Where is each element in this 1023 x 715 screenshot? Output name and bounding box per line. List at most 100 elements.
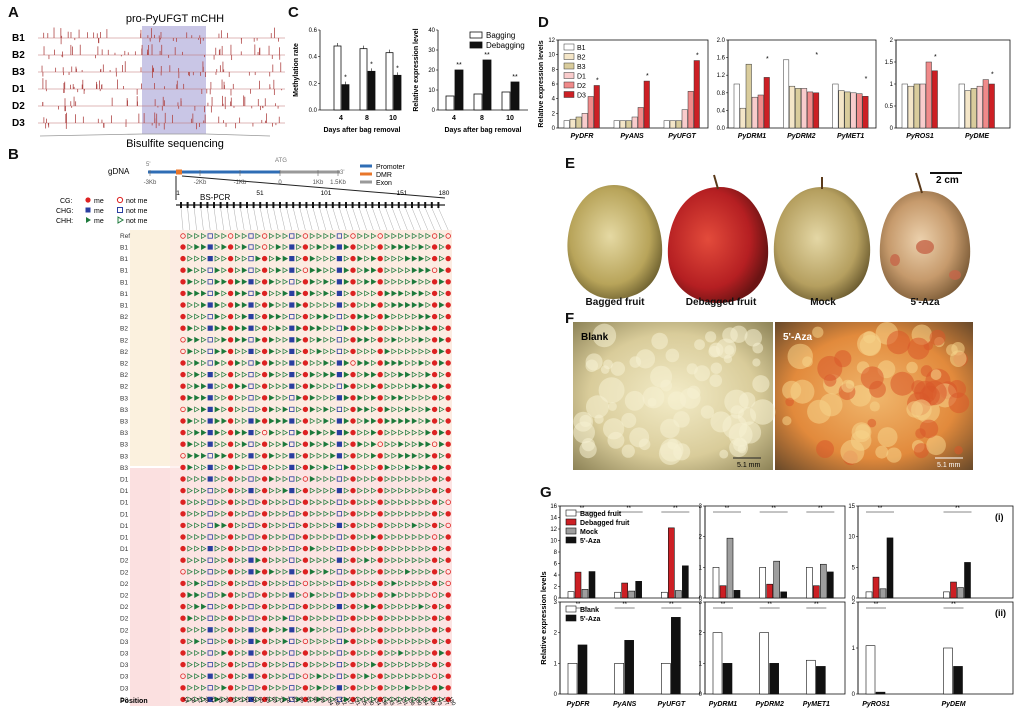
chg-site xyxy=(248,418,254,424)
cg-site xyxy=(227,534,234,540)
chh-site xyxy=(214,545,221,552)
chh-site xyxy=(330,348,336,355)
g-bar xyxy=(950,581,957,599)
chh-site xyxy=(275,499,282,506)
chg-site xyxy=(248,313,254,320)
position-value: 78 xyxy=(283,696,291,704)
chh-site xyxy=(221,233,227,239)
chh-site xyxy=(255,592,261,598)
y-tick-label: 0 xyxy=(432,108,436,114)
chh-site xyxy=(357,638,363,645)
cg-site xyxy=(431,534,438,540)
sample-row-label: D3 xyxy=(120,662,129,669)
cg-site xyxy=(377,244,383,250)
g-bar xyxy=(719,585,727,599)
g-tag: (i) xyxy=(995,512,1004,522)
cg-site xyxy=(302,487,309,494)
chg-site xyxy=(336,499,343,505)
chg-site xyxy=(207,395,213,401)
chh-site xyxy=(282,487,289,494)
chh-site xyxy=(439,510,445,517)
chg-site xyxy=(207,453,213,459)
chh-site xyxy=(391,499,397,506)
position-value: 43 xyxy=(229,696,237,704)
chh-site xyxy=(439,673,445,680)
chh-site xyxy=(371,626,377,633)
chh-site xyxy=(391,661,397,668)
chh-site xyxy=(241,302,248,308)
d-bar xyxy=(982,79,989,129)
chh-site xyxy=(398,638,404,645)
d-legend-swatch xyxy=(563,72,575,79)
chh-site xyxy=(411,325,418,332)
chh-site xyxy=(194,313,200,320)
chh-site xyxy=(405,592,411,598)
chh-site xyxy=(214,244,221,250)
chh-site xyxy=(269,452,275,459)
cg-site xyxy=(180,279,186,285)
chh-site xyxy=(201,278,207,285)
chh-site xyxy=(343,360,350,366)
chh-site xyxy=(323,348,329,355)
chh-site xyxy=(418,545,425,552)
chg-site xyxy=(336,325,343,331)
chh-site xyxy=(398,510,404,517)
chh-site xyxy=(323,371,329,378)
chh-site xyxy=(357,267,363,274)
chh-site xyxy=(235,325,241,332)
d-bar xyxy=(832,83,839,129)
cg-site xyxy=(180,233,186,239)
c-left-bar xyxy=(367,70,376,111)
chh-site xyxy=(187,464,193,471)
chh-site xyxy=(194,626,200,633)
chh-site xyxy=(269,464,275,471)
chg-site xyxy=(289,256,295,262)
g-legend-swatch xyxy=(565,536,577,544)
chh-site xyxy=(214,603,221,610)
g-sig: ** xyxy=(721,602,726,608)
chh-site xyxy=(411,313,418,320)
d-bar xyxy=(687,91,694,129)
cg-site xyxy=(302,650,309,656)
chh-site xyxy=(269,255,275,262)
chh-site xyxy=(194,255,200,262)
chh-site xyxy=(296,476,302,482)
chh-site xyxy=(330,545,336,552)
chh-site xyxy=(398,278,404,285)
chh-site xyxy=(384,406,391,413)
d-bar xyxy=(931,70,938,129)
chh-site xyxy=(201,568,207,575)
chh-site xyxy=(255,302,261,308)
y-tick-label: 2 xyxy=(554,585,558,591)
cg-site xyxy=(302,244,309,250)
g-bar xyxy=(773,560,780,599)
chh-site xyxy=(187,626,193,633)
chh-site xyxy=(255,418,261,424)
d-bar xyxy=(563,120,570,129)
chg-site xyxy=(248,662,254,668)
position-value: 69 xyxy=(270,696,278,704)
chh-site xyxy=(425,499,431,506)
chh-site xyxy=(255,290,261,297)
chh-site xyxy=(371,278,377,285)
cg-site xyxy=(377,279,383,285)
chh-site xyxy=(391,615,397,622)
chh-site xyxy=(194,684,200,691)
c-right-xtick: 4 xyxy=(452,115,456,122)
chg-site xyxy=(248,638,254,645)
chh-site xyxy=(309,313,316,320)
sample-row-label: B1 xyxy=(120,268,128,275)
cg-site xyxy=(445,371,451,378)
chh-site xyxy=(235,522,241,529)
chh-site xyxy=(330,452,336,459)
chh-site xyxy=(391,557,397,564)
chh-site xyxy=(364,348,370,355)
cg-site xyxy=(302,348,309,355)
chh-site xyxy=(296,244,302,250)
chh-site xyxy=(296,452,302,459)
cg-site xyxy=(431,395,438,401)
cg-site xyxy=(445,255,451,262)
chg-site xyxy=(248,569,254,575)
y-tick-label: 2.0 xyxy=(717,38,726,44)
chh-site xyxy=(194,568,200,575)
